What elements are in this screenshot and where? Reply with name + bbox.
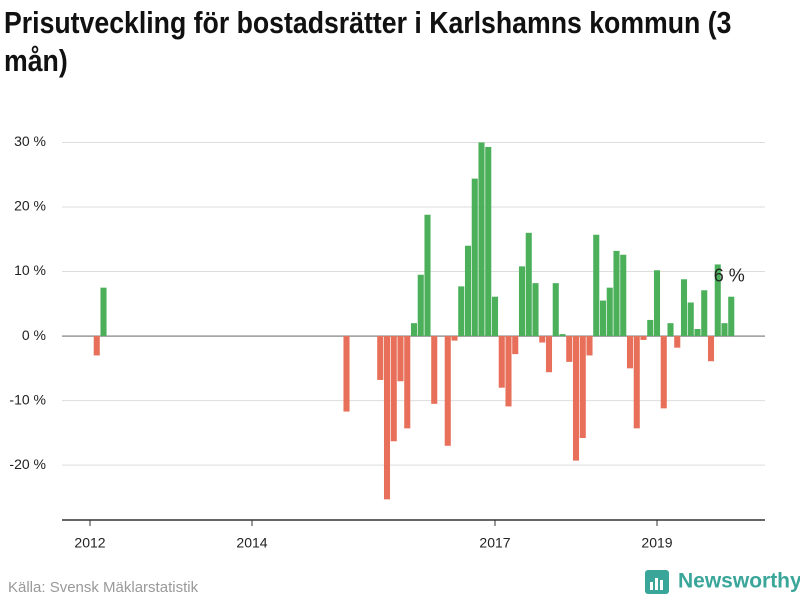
bar xyxy=(464,245,472,337)
bar xyxy=(485,146,492,337)
bar xyxy=(667,323,674,337)
bar xyxy=(552,283,559,337)
bar xyxy=(390,336,397,442)
value-label: 6 % xyxy=(714,265,745,285)
bar xyxy=(572,336,580,461)
bar xyxy=(566,336,573,362)
brand: Newsworthy xyxy=(678,570,800,593)
bar xyxy=(343,336,350,412)
bar xyxy=(397,336,404,382)
bar xyxy=(694,328,701,337)
bar xyxy=(518,266,526,337)
bar xyxy=(100,287,107,337)
bar xyxy=(633,336,640,429)
y-tick-label: 20 % xyxy=(14,198,46,214)
chart-title: Prisutveckling för bostadsrätter i Karls… xyxy=(4,5,732,78)
bar xyxy=(721,323,728,337)
bar xyxy=(613,250,620,337)
bar xyxy=(93,336,100,356)
bar xyxy=(660,336,667,409)
x-tick-label: 2014 xyxy=(236,535,267,551)
bar xyxy=(525,232,532,337)
y-tick-label: -20 % xyxy=(9,456,46,472)
bar xyxy=(579,336,586,439)
bar xyxy=(424,214,431,337)
bar xyxy=(545,336,553,373)
bar xyxy=(431,336,438,404)
y-tick-label: 10 % xyxy=(14,262,46,278)
bar xyxy=(680,279,688,337)
bar xyxy=(491,296,499,337)
y-tick-label: 0 % xyxy=(22,327,46,343)
bar xyxy=(653,270,661,337)
bar xyxy=(471,178,478,337)
bar xyxy=(586,336,593,356)
x-tick-label: 2019 xyxy=(641,535,672,551)
bar xyxy=(606,287,613,337)
y-tick-label: 30 % xyxy=(14,133,46,149)
bar xyxy=(701,290,708,337)
bar xyxy=(539,336,546,343)
bar xyxy=(417,274,424,337)
bar xyxy=(458,286,465,337)
x-tick-label: 2012 xyxy=(74,535,105,551)
bar xyxy=(451,336,458,341)
bar xyxy=(707,336,715,362)
bar xyxy=(404,336,411,429)
bar xyxy=(599,300,607,337)
bar xyxy=(498,336,505,388)
bar xyxy=(410,323,418,337)
bar xyxy=(559,334,566,337)
bar xyxy=(383,336,391,500)
y-tick-label: -10 % xyxy=(9,391,46,407)
bar xyxy=(640,336,647,340)
bar xyxy=(377,336,384,380)
bar xyxy=(593,234,600,337)
bar xyxy=(728,296,735,337)
bar xyxy=(687,302,694,337)
bar xyxy=(714,264,721,337)
bar xyxy=(478,142,485,337)
bar xyxy=(647,319,654,337)
bar xyxy=(505,336,512,407)
bar xyxy=(444,336,451,446)
x-tick-label: 2017 xyxy=(479,535,510,551)
bar xyxy=(532,283,539,337)
logo: Newsworthy xyxy=(645,570,800,594)
bar xyxy=(620,254,627,337)
bar xyxy=(626,336,634,369)
bar xyxy=(674,336,681,348)
source: Källa: Svensk Mäklarstatistik xyxy=(8,579,199,596)
bar xyxy=(512,336,519,355)
